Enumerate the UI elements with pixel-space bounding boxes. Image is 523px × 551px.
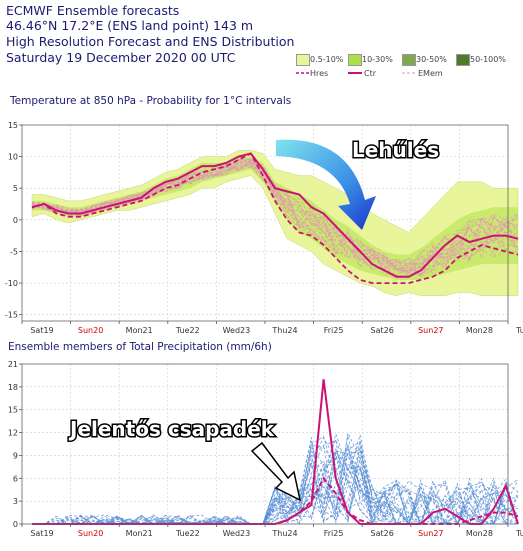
x-tick-label: Sun27 [418, 529, 443, 538]
x-tick-label: Fri25 [324, 326, 344, 335]
ensemble-member-line [31, 162, 519, 275]
y-tick-label: -15 [5, 311, 18, 320]
x-tick-label: Sat19 [30, 326, 53, 335]
y-tick-label: -10 [5, 279, 18, 288]
legend-swatch-1 [296, 54, 310, 66]
series-line-hres [31, 152, 519, 284]
legend-swatch-3 [402, 54, 416, 66]
x-tick-label: Thu24 [271, 529, 297, 538]
precipitation-chart: Ensemble members of Total Precipitation … [8, 341, 523, 538]
legend-swatch-4 [456, 54, 470, 66]
header-line-4: Saturday 19 December 2020 00 UTC [6, 50, 236, 65]
precip-member-line [32, 450, 519, 525]
x-tick-label: Mon21 [126, 326, 153, 335]
x-tick-label: Tue22 [175, 326, 200, 335]
header-line-3: High Resolution Forecast and ENS Distrib… [6, 34, 295, 49]
y-tick-label: 18 [8, 383, 18, 392]
precip-member-line [32, 440, 519, 526]
x-tick-label: Fri25 [324, 529, 344, 538]
precip-arrow [250, 441, 302, 502]
legend-swatch-2 [348, 54, 362, 66]
x-tick-label: Mon21 [126, 529, 153, 538]
legend-label-hres: Hres [310, 69, 329, 78]
probability-band-low [31, 150, 519, 296]
x-tick-label: Sun27 [418, 326, 443, 335]
x-tick-label: Wed23 [223, 529, 251, 538]
precip-member-line [32, 446, 519, 525]
y-tick-label: 9 [13, 451, 18, 460]
y-tick-label: 15 [8, 406, 18, 415]
x-tick-label: Thu24 [271, 326, 297, 335]
ensemble-member-line [31, 158, 519, 278]
temperature-chart-title: Temperature at 850 hPa - Probability for… [9, 95, 291, 107]
legend-line-emem [402, 72, 416, 74]
legend-line-hres [296, 72, 310, 74]
ensemble-member-line [31, 160, 519, 278]
x-tick-label: Tue22 [175, 529, 200, 538]
precip-member-line [32, 458, 519, 525]
y-tick-label: 12 [8, 429, 18, 438]
precip-member-line [32, 453, 519, 525]
x-tick-label: Sat26 [371, 529, 394, 538]
y-tick-label: 0 [13, 216, 18, 225]
y-tick-label: 6 [13, 474, 18, 483]
x-tick-label: Sat26 [371, 326, 394, 335]
x-tick-label: Wed23 [223, 326, 251, 335]
legend-label-2: 10-30% [362, 55, 393, 64]
x-tick-label: Tue29 [515, 326, 523, 335]
precip-member-line [32, 444, 518, 525]
legend-label-3: 30-50% [416, 55, 447, 64]
y-tick-label: 15 [8, 121, 18, 130]
cooling-arrow [276, 139, 376, 230]
x-tick-label: Mon28 [466, 529, 493, 538]
x-tick-label: Sun20 [78, 529, 103, 538]
y-tick-label: 5 [13, 184, 18, 193]
header-line-2: 46.46°N 17.2°E (ENS land point) 143 m [6, 18, 254, 33]
y-tick-label: 21 [8, 360, 18, 369]
x-tick-label: Tue29 [515, 529, 523, 538]
precipitation-chart-title: Ensemble members of Total Precipitation … [8, 341, 272, 353]
series-line-ctr [31, 152, 519, 278]
temperature-chart: Temperature at 850 hPa - Probability for… [5, 95, 523, 335]
legend-label-1: 0.5-10% [310, 55, 344, 64]
x-tick-label: Sat19 [30, 529, 53, 538]
y-tick-label: 3 [13, 497, 18, 506]
y-tick-label: 10 [8, 153, 18, 162]
precip-member-line [32, 432, 519, 525]
ensemble-member-line [31, 160, 519, 274]
precip-annotation: Jelentős csapadék [68, 417, 275, 441]
y-tick-label: -5 [10, 247, 18, 256]
header-line-1: ECMWF Ensemble forecasts [6, 3, 180, 18]
legend-line-ctr [348, 72, 362, 74]
ensemble-member-line [31, 161, 519, 277]
legend-label-emem: EMem [418, 69, 443, 78]
legend-label-4: 50-100% [470, 55, 506, 64]
x-tick-label: Mon28 [466, 326, 493, 335]
x-tick-label: Sun20 [78, 326, 103, 335]
y-tick-label: 0 [13, 520, 18, 529]
cooling-annotation: Lehűlés [352, 138, 439, 162]
ensemble-member-line [31, 161, 519, 274]
legend-label-ctr: Ctr [364, 69, 377, 78]
